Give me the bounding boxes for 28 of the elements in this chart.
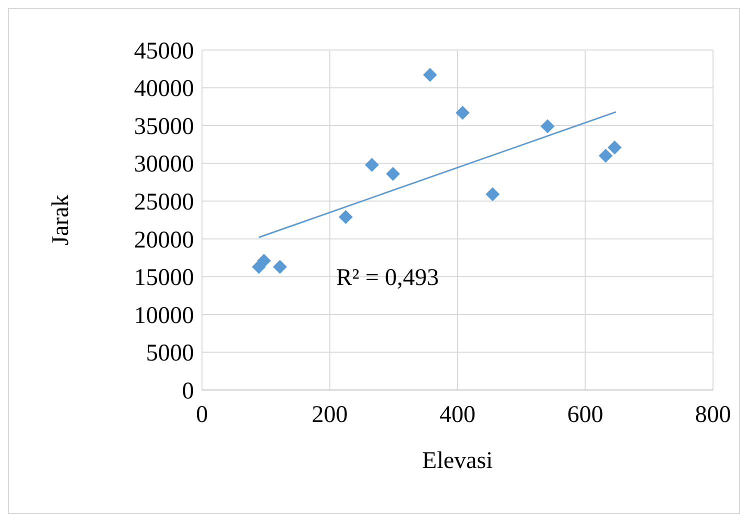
y-tick-label: 40000 xyxy=(134,76,194,102)
point xyxy=(423,68,438,82)
point xyxy=(386,166,400,181)
point xyxy=(608,140,622,154)
y-tick-label: 5000 xyxy=(146,340,194,367)
annotation: R² = 0,493 xyxy=(336,265,439,292)
y-tick-label: 25000 xyxy=(134,190,194,216)
point xyxy=(272,260,287,274)
x-tick-label: 600 xyxy=(567,402,604,428)
point xyxy=(456,106,470,120)
point xyxy=(338,210,353,224)
point xyxy=(486,187,500,202)
y-tick-label: 15000 xyxy=(134,265,194,292)
point xyxy=(364,158,379,172)
x-tick-label: 200 xyxy=(312,402,348,428)
y-tick-label: 20000 xyxy=(134,227,194,254)
x-axis-title: Elevasi xyxy=(422,448,494,474)
y-tick-label: 10000 xyxy=(134,302,194,329)
point xyxy=(540,119,555,134)
y-tick-label: 30000 xyxy=(134,152,194,178)
y-tick-label: 0 xyxy=(182,378,194,404)
x-tick-label: 400 xyxy=(440,402,476,428)
y-tick-label: 35000 xyxy=(134,114,194,140)
x-tick-label: 800 xyxy=(695,402,731,428)
y-tick-label: 45000 xyxy=(134,38,194,64)
point xyxy=(598,148,613,163)
point xyxy=(256,254,271,268)
y-axis-title: Jarak xyxy=(48,194,74,246)
